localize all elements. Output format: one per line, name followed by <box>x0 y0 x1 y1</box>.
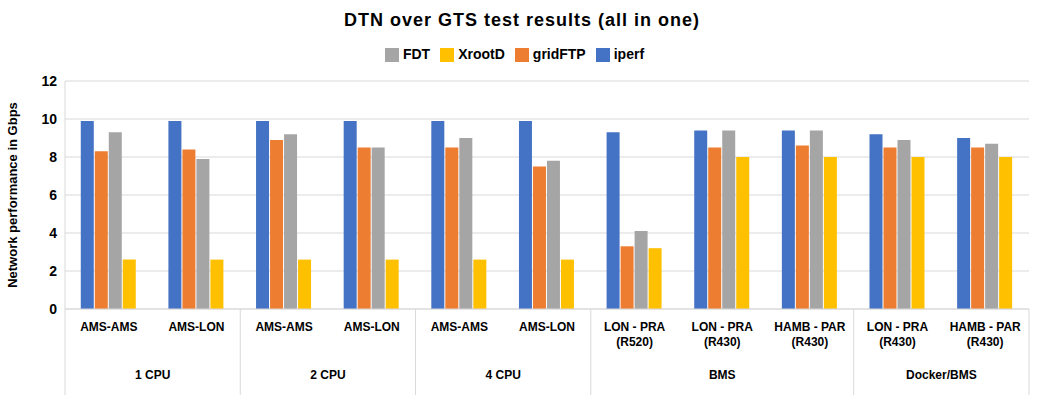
svg-text:1 CPU: 1 CPU <box>135 368 170 382</box>
svg-text:Docker/BMS: Docker/BMS <box>906 368 977 382</box>
html-text:gridFTP: gridFTP <box>532 46 586 62</box>
svg-text:4 CPU: 4 CPU <box>486 368 521 382</box>
svg-text:LON - PRA: LON - PRA <box>692 320 754 334</box>
svg-text:AMS-LON: AMS-LON <box>344 320 400 334</box>
svg-text:(R430): (R430) <box>967 335 1004 349</box>
svg-text:Network performance in Gbps: Network performance in Gbps <box>8 102 20 288</box>
svg-text:AMS-LON: AMS-LON <box>519 320 575 334</box>
svg-text:6: 6 <box>49 187 57 203</box>
svg-text:BMS: BMS <box>709 368 736 382</box>
svg-text:(R430): (R430) <box>879 335 916 349</box>
svg-text:4: 4 <box>49 225 57 241</box>
html-text:DTN over GTS test results (all: DTN over GTS test results (all in one) <box>344 10 700 30</box>
svg-text:(R430): (R430) <box>704 335 741 349</box>
svg-text:12: 12 <box>41 73 57 89</box>
svg-text:HAMB - PAR: HAMB - PAR <box>950 320 1021 334</box>
svg-text:LON - PRA: LON - PRA <box>604 320 666 334</box>
svg-text:10: 10 <box>41 111 57 127</box>
svg-text:2 CPU: 2 CPU <box>310 368 345 382</box>
svg-text:LON - PRA: LON - PRA <box>867 320 929 334</box>
svg-text:AMS-LON: AMS-LON <box>168 320 224 334</box>
svg-text:AMS-AMS: AMS-AMS <box>255 320 312 334</box>
svg-text:0: 0 <box>49 301 57 317</box>
svg-text:(R520): (R520) <box>616 335 653 349</box>
svg-text:HAMB - PAR: HAMB - PAR <box>774 320 845 334</box>
svg-text:8: 8 <box>49 149 57 165</box>
html-text:FDT: FDT <box>402 46 431 62</box>
svg-text:AMS-AMS: AMS-AMS <box>431 320 488 334</box>
html-text:XrootD: XrootD <box>458 46 505 62</box>
svg-text:2: 2 <box>49 263 57 279</box>
svg-text:(R430): (R430) <box>792 335 829 349</box>
svg-text:AMS-AMS: AMS-AMS <box>80 320 137 334</box>
html-text:iperf: iperf <box>613 46 645 62</box>
